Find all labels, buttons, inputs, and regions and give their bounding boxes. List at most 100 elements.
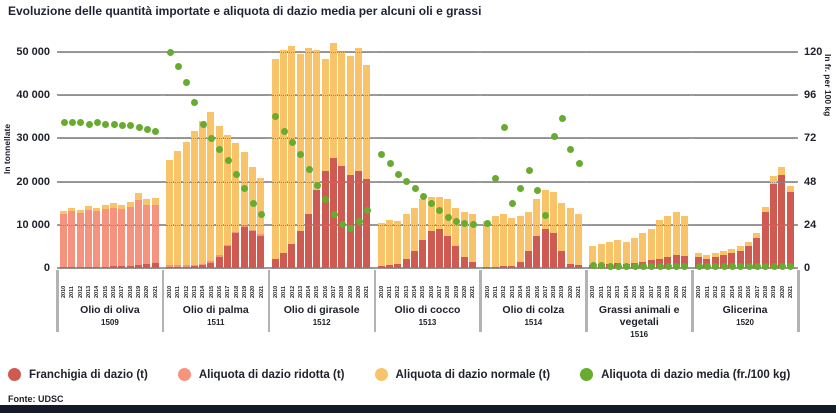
x-tick-year: 2011 [281, 286, 288, 298]
gridline-dotted [589, 52, 690, 53]
x-tick-year: 2015 [526, 285, 533, 298]
media-dot [453, 217, 461, 225]
media-dot [403, 178, 411, 186]
bar-segment-franchigia [346, 175, 354, 268]
bar-segment-franchigia [761, 211, 769, 268]
bar-segment-franchigia [385, 264, 393, 268]
group-separator [56, 270, 59, 332]
bar-segment-normale [469, 214, 477, 262]
gridline-dotted [165, 95, 266, 97]
x-tick-year: 2021 [681, 285, 688, 298]
x-tick-year: 2014 [94, 285, 101, 298]
bar-segment-normale [614, 239, 622, 264]
bar-segment-normale [377, 222, 385, 266]
bar-segment-ridotta [182, 265, 190, 267]
media-dot [233, 170, 241, 178]
franchigia-swatch-icon [8, 368, 21, 381]
group-label: Olio di girasole 1512 [269, 304, 375, 327]
media-dot [558, 115, 566, 123]
x-tick-year: 2016 [111, 285, 118, 298]
x-tick-year: 2020 [356, 285, 363, 298]
y-tick-right: 0 [804, 262, 811, 274]
x-tick-year: 2010 [61, 285, 68, 298]
x-tick-year: 2011 [598, 286, 605, 298]
x-tick-year: 2015 [737, 285, 744, 298]
x-tick-year: 2017 [225, 285, 232, 298]
media-dot [542, 212, 550, 220]
bar-segment-franchigia [720, 255, 728, 268]
bar-segment-franchigia [271, 259, 279, 268]
bar-segment-normale [190, 130, 198, 265]
bar-segment-franchigia [525, 250, 533, 268]
gridline-dotted [483, 138, 584, 140]
bar-segment-normale [101, 204, 109, 210]
media-dot [639, 263, 647, 271]
bar-segment-normale [761, 206, 769, 212]
bar-segment-franchigia [550, 233, 558, 268]
media-dot [787, 262, 795, 270]
x-tick-year: 2019 [241, 285, 248, 298]
gridline-dotted [60, 181, 160, 183]
legend-label: Aliquota di dazio ridotta (t) [198, 368, 345, 381]
x-tick-year: 2011 [492, 286, 499, 298]
bar-segment-normale [257, 178, 265, 235]
y-tick-right: 120 [804, 46, 823, 58]
gridline-dotted [589, 224, 690, 226]
bar-segment-franchigia [680, 255, 688, 268]
x-tick-year: 2010 [167, 285, 174, 298]
media-dot [347, 224, 355, 232]
bar-segment-franchigia [558, 250, 566, 268]
bar-segment-ridotta [165, 265, 173, 268]
media-dot [241, 185, 249, 193]
gridline-dotted [165, 181, 266, 183]
group-code: 1509 [101, 318, 119, 328]
bar-segment-normale [296, 54, 304, 232]
group-code: 1513 [418, 318, 437, 328]
bar-segment-normale [321, 58, 329, 171]
media-swatch-icon [580, 368, 594, 381]
gridline-dotted [165, 268, 266, 269]
gridline-dotted [483, 95, 584, 97]
x-tick-year: 2018 [551, 285, 558, 298]
bar-segment-franchigia [410, 250, 418, 268]
gridline-dotted [60, 138, 160, 140]
group-separator [161, 270, 165, 332]
gridline-dotted [377, 224, 478, 226]
group-code: 1511 [207, 318, 225, 328]
x-tick-year: 2015 [102, 285, 109, 298]
media-dot [118, 122, 126, 130]
bar-segment-franchigia [207, 262, 215, 268]
bar-segment-franchigia [736, 250, 744, 268]
gridline-dotted [377, 268, 478, 269]
bar-segment-normale [508, 218, 516, 266]
x-tick-year: 2016 [640, 285, 647, 298]
gridline-dotted [60, 224, 160, 226]
bar-segment-normale [728, 248, 736, 253]
media-dot [110, 120, 118, 128]
bar-segment-normale [126, 201, 134, 207]
gridline-dotted [271, 95, 372, 97]
media-dot [93, 118, 101, 126]
media-dot [191, 98, 199, 106]
bar-segment-ridotta [174, 265, 182, 268]
media-dot [411, 185, 419, 193]
x-tick-year: 2016 [322, 285, 329, 298]
footer-bar [0, 405, 836, 413]
bar-segment-franchigia [695, 257, 703, 268]
y-tick-left: 40 000 [16, 89, 50, 102]
bar-segment-normale [711, 252, 719, 257]
x-tick-year: 2019 [347, 285, 354, 298]
bar-segment-normale [786, 185, 794, 193]
bar-segment-normale [558, 203, 566, 251]
media-dot [338, 221, 346, 229]
bar-segment-normale [271, 58, 279, 260]
media-dot [648, 263, 656, 271]
bar-segment-franchigia [574, 265, 582, 268]
bar-segment-franchigia [460, 257, 468, 268]
legend-label: Aliquota di dazio normale (t) [395, 368, 551, 381]
x-tick-year: 2021 [787, 285, 794, 298]
x-tick-year: 2021 [470, 285, 477, 298]
media-dot [517, 185, 525, 193]
x-tick-year: 2020 [779, 285, 786, 298]
media-dot [272, 113, 280, 121]
